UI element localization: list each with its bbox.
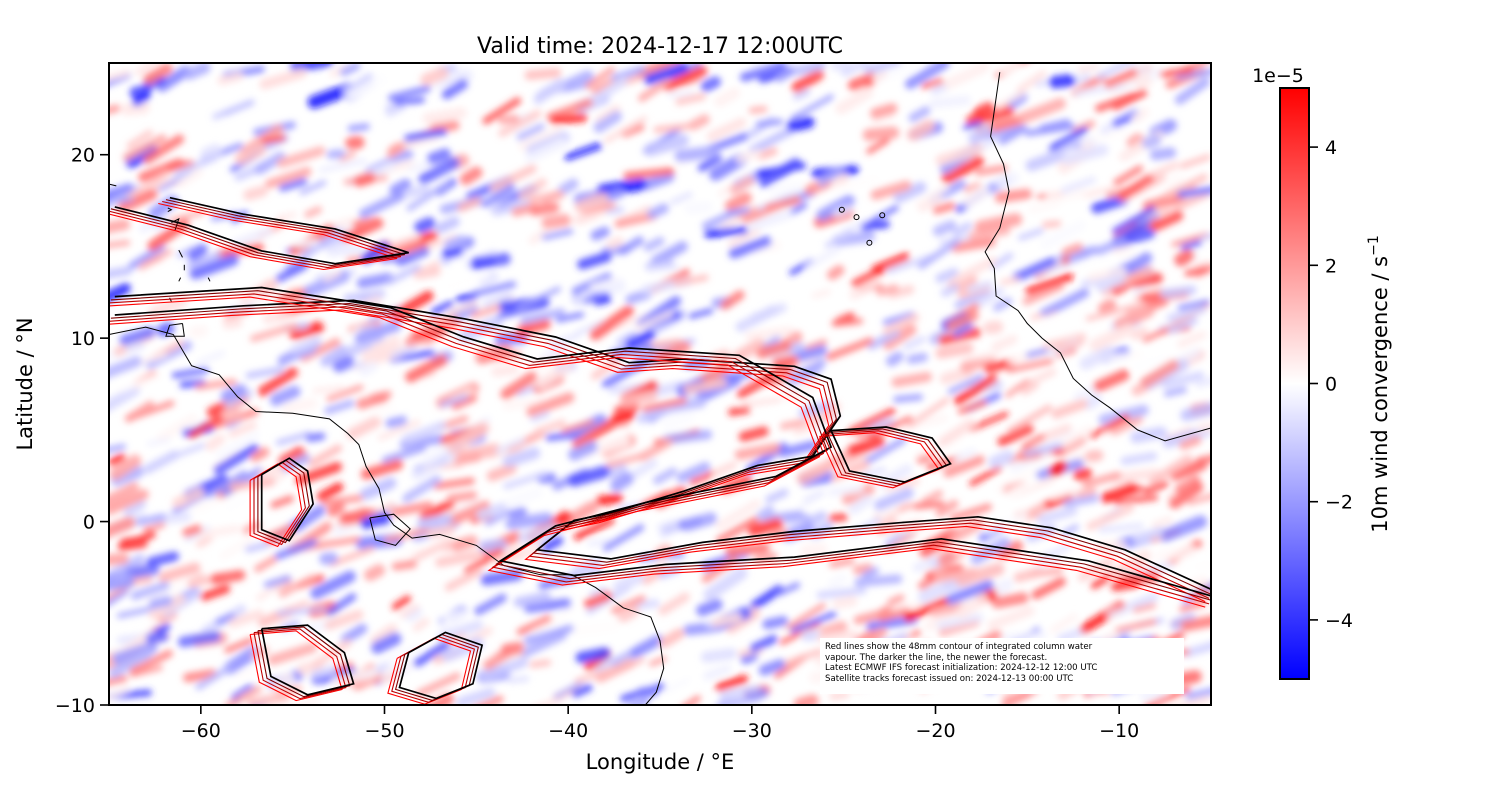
colorbar-tick-label: 2 xyxy=(1325,255,1337,277)
forecast-annotation: Red lines show the 48mm contour of integ… xyxy=(820,638,1184,694)
water-vapour-contours xyxy=(109,196,1211,705)
contour-line xyxy=(253,628,347,700)
colorbar-tick-label: 4 xyxy=(1325,137,1337,159)
colorbar-tick-label: −4 xyxy=(1325,610,1353,632)
plot-area xyxy=(108,62,1212,706)
colorbar-offset-text: 1e−5 xyxy=(1252,65,1304,87)
contour-line xyxy=(110,199,405,267)
x-tick-label: −40 xyxy=(548,720,588,742)
contour-line xyxy=(260,624,355,696)
y-tick-label: −10 xyxy=(55,695,95,717)
contour-line xyxy=(109,309,1206,603)
contour-line xyxy=(249,630,343,702)
x-tick-label: −50 xyxy=(364,720,404,742)
contour-line xyxy=(257,626,351,698)
contour-line xyxy=(114,286,1211,597)
colorbar-ticks: −4 −2 0 2 4 xyxy=(1309,137,1353,632)
y-tick-label: 20 xyxy=(71,145,95,167)
annotation-line: Latest ECMWF IFS forecast initialization… xyxy=(825,663,1098,674)
x-tick-label: −60 xyxy=(181,720,221,742)
x-tick-label: −30 xyxy=(732,720,772,742)
y-tick-label: 10 xyxy=(71,328,95,350)
chart-title: Valid time: 2024-12-17 12:00UTC xyxy=(477,34,843,59)
colorbar-gradient xyxy=(1279,87,1310,680)
plot-frame xyxy=(108,62,1212,706)
x-axis: −60 −50 −40 −30 −20 −10 xyxy=(181,705,1139,742)
annotation-line: vapour. The darker the line, the newer t… xyxy=(825,652,1048,663)
contour-line xyxy=(110,290,1211,601)
contour-line xyxy=(109,202,398,271)
y-axis: −10 0 10 20 xyxy=(55,145,109,717)
contour-line xyxy=(398,631,484,700)
y-axis-label: Latitude / °N xyxy=(13,317,37,450)
colorbar-tick-label: −2 xyxy=(1325,492,1353,514)
colorbar: −4 −2 0 2 4 1e−5 10m wind convergence / s−1 xyxy=(1252,65,1392,680)
contour-line xyxy=(114,299,1211,591)
colorbar-label: 10m wind convergence / s−1 xyxy=(1366,235,1392,533)
contour-line xyxy=(109,306,1210,599)
contour-line xyxy=(109,296,1206,608)
contour-line xyxy=(109,293,1210,605)
x-tick-label: −10 xyxy=(1099,720,1139,742)
x-axis-label: Longitude / °E xyxy=(586,750,735,774)
contour-line xyxy=(260,457,314,542)
annotation-line: Red lines show the 48mm contour of integ… xyxy=(825,642,1093,652)
contour-line xyxy=(109,200,402,269)
x-tick-label: −20 xyxy=(915,720,955,742)
contour-line xyxy=(114,196,409,265)
y-tick-label: 0 xyxy=(83,512,95,534)
colorbar-tick-label: 0 xyxy=(1325,374,1337,396)
contour-line xyxy=(830,426,952,483)
coastlines xyxy=(109,72,1211,705)
contour-line xyxy=(110,302,1211,595)
annotation-line: Satellite tracks forecast issued on: 202… xyxy=(825,673,1074,684)
